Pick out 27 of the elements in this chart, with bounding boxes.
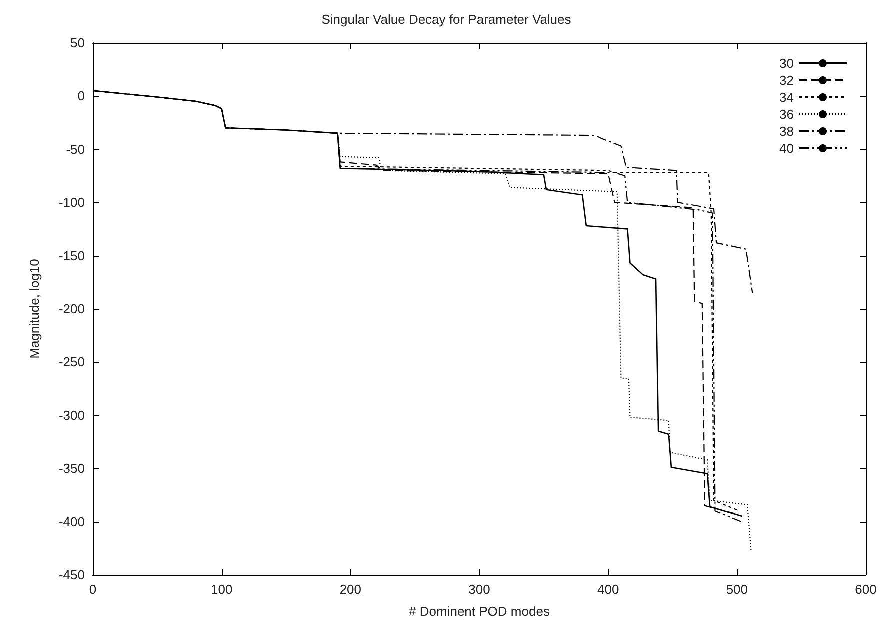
y-tick-label: 0: [78, 88, 85, 104]
x-tick-label: 200: [340, 582, 362, 597]
y-tick-label: -400: [58, 514, 85, 530]
x-tick-label: 300: [468, 582, 490, 597]
y-tick-label: -450: [58, 568, 85, 582]
y-tick-label: -350: [58, 461, 85, 476]
x-tick-label: 100: [210, 582, 233, 597]
x-axis-title: # Dominent POD modes: [409, 604, 550, 619]
y-tick-label: -300: [58, 408, 85, 423]
x-tick-label: 400: [597, 582, 620, 597]
y-tick-label: -150: [58, 248, 85, 264]
legend-label: 30: [780, 56, 794, 71]
legend-label: 36: [780, 107, 794, 122]
legend-label: 34: [780, 90, 794, 105]
chart-title: Singular Value Decay for Parameter Values: [322, 12, 572, 27]
x-tick-label: 600: [855, 582, 877, 597]
y-tick-label: -200: [58, 302, 85, 316]
x-tick-label: 500: [726, 582, 748, 597]
legend-label: 40: [780, 141, 794, 156]
legend-label: 32: [780, 73, 794, 88]
y-tick-label: -250: [58, 354, 85, 370]
y-tick-label: 50: [70, 36, 85, 50]
y-tick-label: -100: [58, 195, 85, 210]
y-axis-title: Magnitude, log10: [27, 259, 42, 359]
legend-label: 38: [780, 124, 794, 139]
y-tick-label: -50: [66, 142, 85, 157]
x-tick-label: 0: [89, 582, 97, 597]
